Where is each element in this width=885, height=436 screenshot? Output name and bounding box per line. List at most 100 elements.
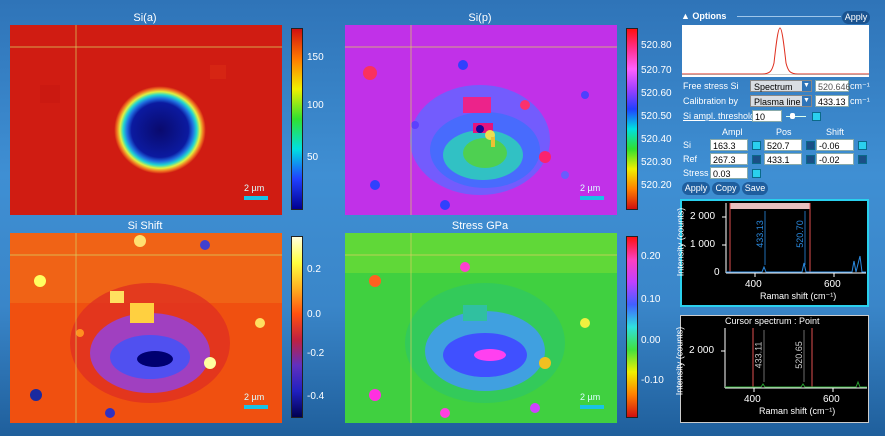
colorbar-si-p bbox=[626, 28, 638, 210]
si-pos-field[interactable]: 520.7 bbox=[764, 139, 802, 151]
colorbar-si-shift bbox=[291, 236, 303, 418]
ref-ampl-checkbox[interactable] bbox=[752, 155, 761, 164]
tick-label: 150 bbox=[307, 52, 324, 63]
calibration-select[interactable]: Plasma line ▼ bbox=[750, 95, 812, 107]
ref-ampl-field[interactable]: 267.3 bbox=[710, 153, 748, 165]
scale-bar bbox=[244, 405, 268, 409]
ref-pos-checkbox[interactable] bbox=[806, 155, 815, 164]
scale-bar-label: 2 µm bbox=[580, 392, 601, 402]
scale-bar bbox=[580, 196, 604, 200]
options-divider bbox=[737, 16, 841, 17]
y-tick-label: 2 000 bbox=[690, 211, 716, 222]
apply-top-button[interactable]: Apply bbox=[842, 11, 870, 24]
calibration-label: Calibration by bbox=[683, 96, 739, 106]
stress-field[interactable]: 0.03 bbox=[710, 167, 748, 179]
free-stress-select-value: Spectrum bbox=[754, 82, 793, 92]
unit-label: cm⁻¹ bbox=[850, 96, 870, 106]
tick-label: 520.60 bbox=[641, 88, 672, 99]
row-label-si: Si bbox=[683, 140, 692, 150]
cursor-spectrum-plot[interactable]: Cursor spectrum : Point Intensity (count… bbox=[674, 315, 869, 423]
unit-label: cm⁻¹ bbox=[850, 81, 870, 91]
ref-shift-field[interactable]: -0.02 bbox=[816, 153, 854, 165]
threshold-slider[interactable] bbox=[786, 116, 806, 117]
y-tick-label: 0 bbox=[714, 267, 720, 278]
map-title-stress: Stress GPa bbox=[451, 220, 509, 232]
row-label-ref: Ref bbox=[683, 154, 698, 164]
stress-checkbox[interactable] bbox=[752, 169, 761, 178]
scale-bar bbox=[244, 196, 268, 200]
tick-label: 0.20 bbox=[641, 251, 661, 262]
threshold-checkbox[interactable] bbox=[812, 112, 821, 121]
free-stress-select[interactable]: Spectrum ▼ bbox=[750, 80, 812, 92]
chevron-down-icon: ▼ bbox=[802, 81, 811, 91]
map-stress[interactable] bbox=[345, 233, 617, 423]
slider-handle[interactable] bbox=[790, 113, 795, 119]
peak-label: 433.13 bbox=[754, 220, 765, 248]
x-tick-label: 400 bbox=[744, 394, 761, 405]
row-label-stress: Stress bbox=[683, 168, 709, 178]
scale-bar bbox=[580, 405, 604, 409]
column-header-pos: Pos bbox=[776, 127, 792, 137]
apply-button[interactable]: Apply bbox=[682, 182, 710, 195]
free-stress-label: Free stress Si bbox=[683, 81, 739, 91]
threshold-label[interactable]: Si ampl. threshold bbox=[683, 111, 756, 121]
y-tick-label: 2 000 bbox=[689, 345, 715, 356]
colorbar-si-a bbox=[291, 28, 303, 210]
si-shift-checkbox[interactable] bbox=[858, 141, 867, 150]
average-spectrum-plot[interactable]: Intensity (counts) 2 000 1 000 0 400 600… bbox=[675, 199, 869, 307]
colorbar-stress bbox=[626, 236, 638, 418]
tick-label: -0.2 bbox=[307, 348, 325, 359]
tick-label: 520.50 bbox=[641, 111, 672, 122]
ref-pos-field[interactable]: 433.1 bbox=[764, 153, 802, 165]
column-header-ampl: Ampl bbox=[722, 127, 743, 137]
x-tick-label: 600 bbox=[824, 279, 841, 290]
si-ampl-checkbox[interactable] bbox=[752, 141, 761, 150]
scale-bar-label: 2 µm bbox=[580, 183, 601, 193]
save-button[interactable]: Save bbox=[742, 182, 768, 195]
map-si-a[interactable] bbox=[10, 25, 282, 215]
y-axis-label: Intensity (counts) bbox=[674, 326, 685, 396]
tick-label: 520.20 bbox=[641, 180, 672, 191]
tick-label: 100 bbox=[307, 100, 324, 111]
scale-bar-label: 2 µm bbox=[244, 392, 265, 402]
x-tick-label: 600 bbox=[823, 394, 840, 405]
calibration-select-value: Plasma line bbox=[754, 97, 801, 107]
map-si-shift[interactable] bbox=[10, 233, 282, 423]
y-tick-label: 1 000 bbox=[690, 239, 716, 250]
options-preview-plot bbox=[682, 25, 869, 77]
map-title-si-shift: Si Shift bbox=[127, 220, 163, 232]
tick-label: 0.10 bbox=[641, 294, 661, 305]
tick-label: 50 bbox=[307, 152, 319, 163]
si-shift-field[interactable]: -0.06 bbox=[816, 139, 854, 151]
tick-label: -0.4 bbox=[307, 391, 325, 402]
map-si-p[interactable] bbox=[345, 25, 617, 215]
si-pos-checkbox[interactable] bbox=[806, 141, 815, 150]
si-ampl-field[interactable]: 163.3 bbox=[710, 139, 748, 151]
tick-label: 520.80 bbox=[641, 40, 672, 51]
options-header[interactable]: ▲ Options bbox=[681, 11, 727, 21]
peak-label: 433.11 bbox=[753, 341, 764, 369]
copy-button[interactable]: Copy bbox=[712, 182, 740, 195]
map-title-si-a: Si(a) bbox=[133, 12, 157, 24]
spectrum-title: Cursor spectrum : Point bbox=[725, 316, 820, 326]
tick-label: -0.10 bbox=[641, 375, 664, 386]
peak-label: 520.65 bbox=[793, 341, 804, 369]
tick-label: 0.0 bbox=[307, 309, 321, 320]
peak-label: 520.70 bbox=[794, 220, 805, 248]
column-header-shift: Shift bbox=[826, 127, 845, 137]
map-title-si-p: Si(p) bbox=[468, 12, 492, 24]
tick-label: 520.40 bbox=[641, 134, 672, 145]
x-axis-label: Raman shift (cm⁻¹) bbox=[760, 291, 837, 301]
free-stress-input[interactable]: 520.646 bbox=[815, 80, 851, 92]
calibration-input[interactable]: 433.13 bbox=[815, 95, 849, 107]
tick-label: 520.70 bbox=[641, 65, 672, 76]
chevron-down-icon: ▼ bbox=[802, 96, 811, 106]
tick-label: 0.2 bbox=[307, 264, 321, 275]
scale-bar-label: 2 µm bbox=[244, 183, 265, 193]
ref-shift-checkbox[interactable] bbox=[858, 155, 867, 164]
threshold-input[interactable]: 10 bbox=[752, 110, 782, 122]
x-axis-label: Raman shift (cm⁻¹) bbox=[759, 406, 836, 416]
tick-label: 520.30 bbox=[641, 157, 672, 168]
y-axis-label: Intensity (counts) bbox=[675, 207, 686, 277]
tick-label: 0.00 bbox=[641, 335, 661, 346]
